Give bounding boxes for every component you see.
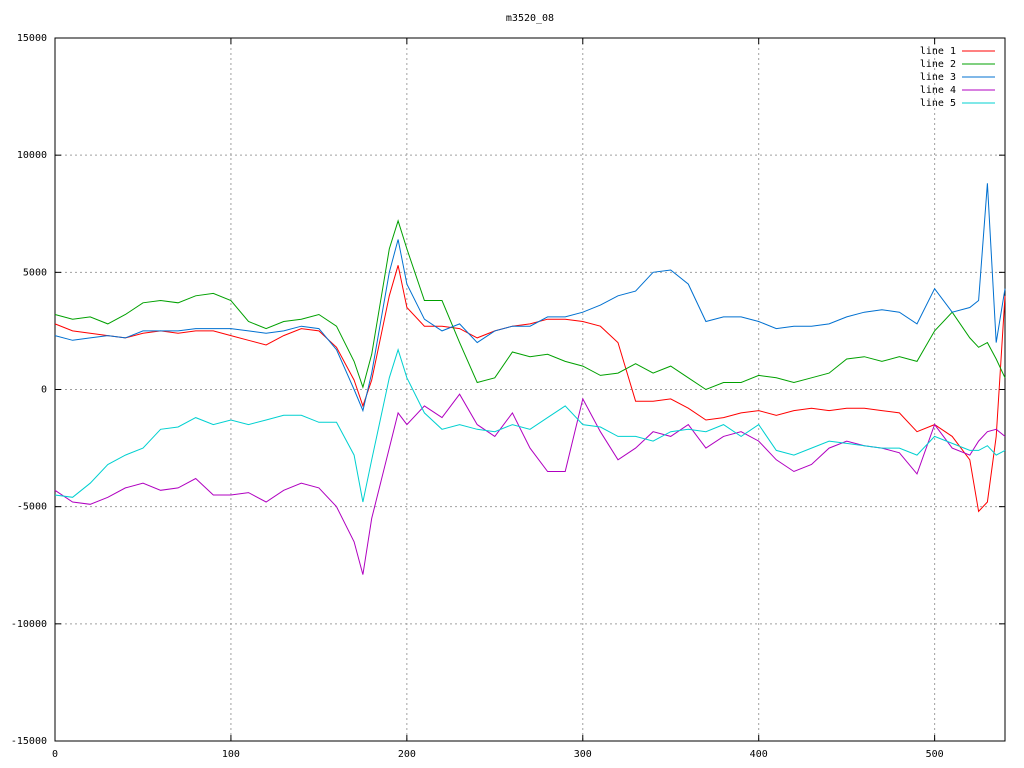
legend-label: line 4: [920, 85, 956, 96]
y-tick-label: -5000: [17, 502, 47, 513]
plot-border: [54, 37, 1006, 742]
legend-label: line 5: [920, 98, 956, 109]
x-tick-label: 400: [750, 749, 768, 760]
y-tick-label: -10000: [11, 619, 47, 630]
legend-label: line 3: [920, 72, 956, 83]
data-line: [54, 348, 1006, 503]
y-tick-label: 10000: [17, 150, 47, 161]
x-tick-label: 100: [222, 749, 240, 760]
y-tick-label: -15000: [11, 736, 47, 747]
y-tick-label: 15000: [17, 33, 47, 44]
x-tick-label: 0: [52, 749, 58, 760]
y-tick-label: 0: [41, 385, 47, 396]
x-tick-label: 200: [398, 749, 416, 760]
data-line: [54, 393, 1006, 575]
x-tick-label: 300: [574, 749, 592, 760]
legend-label: line 1: [920, 46, 956, 57]
y-tick-label: 5000: [23, 267, 47, 278]
data-line: [54, 183, 1006, 413]
chart-title: m3520_08: [506, 13, 554, 24]
data-line: [54, 219, 1006, 391]
x-tick-label: 500: [926, 749, 944, 760]
legend-label: line 2: [920, 59, 956, 70]
data-line: [54, 265, 1006, 513]
